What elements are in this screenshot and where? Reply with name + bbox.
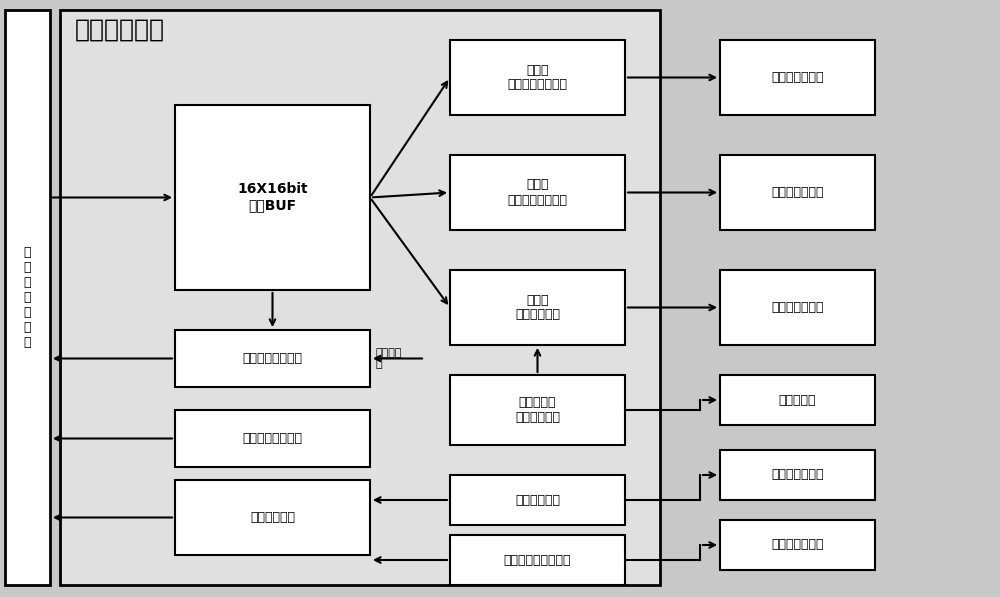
Text: 寄存器文件: 寄存器文件 [779, 393, 816, 407]
Text: 流水线控制模块: 流水线控制模块 [771, 538, 824, 552]
Bar [720, 520, 875, 570]
Text: 取指取消信号生成: 取指取消信号生成 [242, 432, 302, 445]
Text: 16X16bit
指令BUF: 16X16bit 指令BUF [237, 183, 308, 213]
Bar [5, 10, 50, 585]
Text: 程
序
存
储
器
接
口: 程 序 存 储 器 接 口 [24, 246, 31, 349]
Bar [175, 410, 370, 467]
Text: 取指请求信号生成: 取指请求信号生成 [242, 352, 302, 365]
Text: 存取指令的
源地址寄存器: 存取指令的 源地址寄存器 [515, 396, 560, 424]
Text: 指令取指单元: 指令取指单元 [75, 18, 165, 42]
Bar [175, 330, 370, 387]
Text: 分支、跳转指令处理: 分支、跳转指令处理 [504, 553, 571, 567]
Text: 数据存取流水线: 数据存取流水线 [771, 301, 824, 314]
Bar [450, 40, 625, 115]
Text: 待发送
存取指令生成: 待发送 存取指令生成 [515, 294, 560, 322]
Bar [720, 375, 875, 425]
Bar [450, 475, 625, 525]
Bar [720, 270, 875, 345]
Bar [60, 10, 660, 585]
Bar [720, 155, 875, 230]
Text: 取指地址生成: 取指地址生成 [250, 511, 295, 524]
Text: 整数运算流水线: 整数运算流水线 [771, 71, 824, 84]
Text: 数据存取流水线: 数据存取流水线 [771, 469, 824, 482]
Bar [450, 270, 625, 345]
Text: 待发送
整数运算指令生成: 待发送 整数运算指令生成 [508, 63, 568, 91]
Text: 循环指令处理: 循环指令处理 [515, 494, 560, 506]
Bar [450, 375, 625, 445]
Text: 待发送
向量运算指令生成: 待发送 向量运算指令生成 [508, 179, 568, 207]
Text: 向量运算流水线: 向量运算流水线 [771, 186, 824, 199]
Bar [720, 40, 875, 115]
Bar [720, 450, 875, 500]
Text: 流水线控
制: 流水线控 制 [375, 347, 402, 370]
Bar [450, 535, 625, 585]
Bar [175, 105, 370, 290]
Bar [450, 155, 625, 230]
Bar [175, 480, 370, 555]
